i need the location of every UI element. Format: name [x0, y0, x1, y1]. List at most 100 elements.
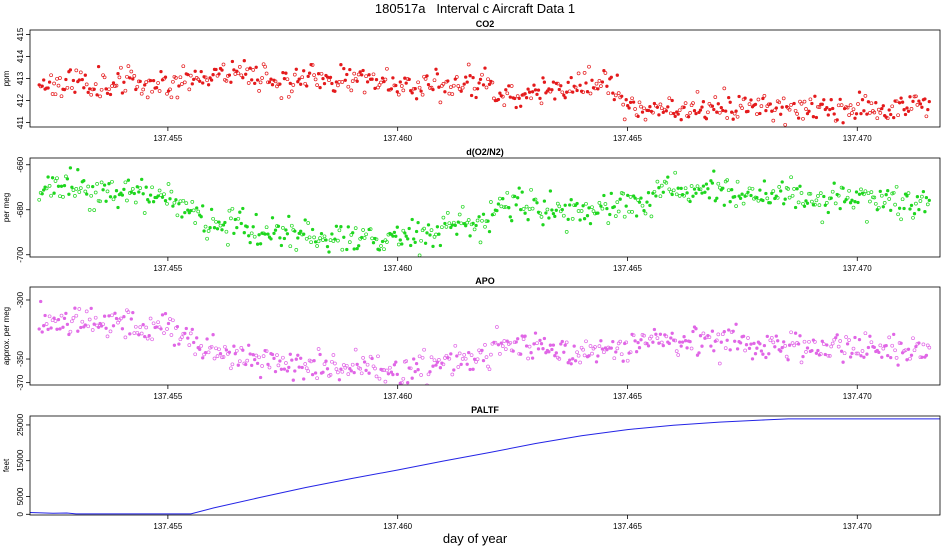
- data-point: [740, 106, 744, 110]
- data-point: [84, 309, 89, 314]
- data-point: [43, 313, 47, 318]
- data-point: [186, 336, 190, 340]
- data-point: [472, 227, 477, 232]
- data-point: [312, 359, 316, 363]
- data-point: [287, 214, 291, 219]
- data-point: [575, 350, 579, 355]
- data-point: [728, 100, 732, 104]
- data-point: [241, 348, 245, 352]
- y-tick-label: 5000: [16, 487, 25, 505]
- data-point: [303, 362, 308, 366]
- data-point: [492, 212, 496, 217]
- data-point: [724, 109, 728, 113]
- data-point: [133, 200, 138, 205]
- data-point: [171, 79, 175, 84]
- data-point: [431, 364, 435, 368]
- data-point: [722, 329, 726, 334]
- data-point: [309, 359, 313, 364]
- data-point: [171, 318, 175, 323]
- data-point: [169, 189, 174, 194]
- data-point: [156, 194, 160, 198]
- data-point: [923, 97, 927, 101]
- x-tick-label: 137.455: [153, 134, 182, 143]
- data-point: [399, 380, 404, 385]
- data-point: [258, 80, 263, 85]
- data-point: [410, 376, 414, 380]
- data-point: [281, 226, 285, 230]
- data-point: [856, 102, 860, 106]
- data-point: [896, 113, 900, 118]
- data-point: [779, 112, 783, 116]
- data-point: [508, 95, 512, 99]
- data-point: [731, 117, 735, 121]
- data-point: [679, 344, 683, 348]
- data-point: [300, 75, 305, 80]
- data-point: [633, 339, 637, 343]
- data-point: [915, 103, 920, 107]
- data-point: [605, 206, 609, 211]
- data-point: [205, 337, 209, 341]
- data-point: [217, 220, 221, 224]
- data-point: [68, 329, 73, 334]
- data-point: [180, 82, 184, 86]
- data-point: [535, 92, 539, 97]
- data-point: [683, 101, 688, 105]
- data-point: [337, 378, 342, 382]
- data-point: [734, 109, 738, 113]
- data-point: [920, 355, 924, 359]
- data-point: [120, 193, 125, 197]
- data-point: [126, 310, 131, 314]
- data-point: [535, 341, 539, 346]
- data-point: [426, 223, 431, 227]
- data-point: [206, 83, 211, 87]
- data-point: [896, 363, 900, 367]
- data-point: [148, 316, 153, 321]
- data-point: [401, 88, 406, 93]
- data-point: [408, 366, 413, 371]
- data-point: [294, 248, 299, 252]
- data-point: [578, 218, 582, 222]
- data-point: [706, 187, 710, 191]
- plot-frame: [29, 286, 941, 386]
- data-point: [87, 208, 92, 212]
- data-point: [823, 352, 827, 357]
- data-point: [865, 219, 869, 224]
- data-point: [869, 101, 874, 106]
- data-point: [423, 241, 428, 245]
- data-point: [628, 100, 633, 105]
- x-tick-label: 137.470: [843, 264, 872, 273]
- data-point: [625, 358, 630, 363]
- data-point: [776, 339, 780, 343]
- data-point: [836, 344, 841, 349]
- data-point: [813, 340, 817, 344]
- data-point: [350, 79, 355, 83]
- data-point: [783, 122, 788, 127]
- data-point: [257, 355, 261, 360]
- data-point: [44, 322, 49, 326]
- data-point: [808, 97, 813, 102]
- data-point: [105, 189, 110, 194]
- data-point: [682, 105, 686, 109]
- data-point: [825, 343, 829, 347]
- data-point: [483, 224, 487, 229]
- data-point: [599, 84, 603, 88]
- data-point: [279, 96, 284, 100]
- y-tick-label: 411: [16, 116, 25, 129]
- data-point: [853, 335, 857, 340]
- data-point: [634, 350, 639, 354]
- data-point: [396, 92, 401, 97]
- data-point: [659, 106, 664, 111]
- data-point: [606, 221, 611, 225]
- data-point: [676, 186, 680, 190]
- data-point: [455, 354, 459, 358]
- data-point: [801, 201, 805, 206]
- data-point: [150, 89, 154, 94]
- data-point: [307, 71, 312, 75]
- data-point: [292, 72, 297, 77]
- data-point: [310, 372, 315, 377]
- data-point: [489, 200, 493, 204]
- data-point: [361, 68, 365, 73]
- data-point: [727, 95, 731, 100]
- data-point: [276, 363, 281, 368]
- data-point: [614, 350, 618, 354]
